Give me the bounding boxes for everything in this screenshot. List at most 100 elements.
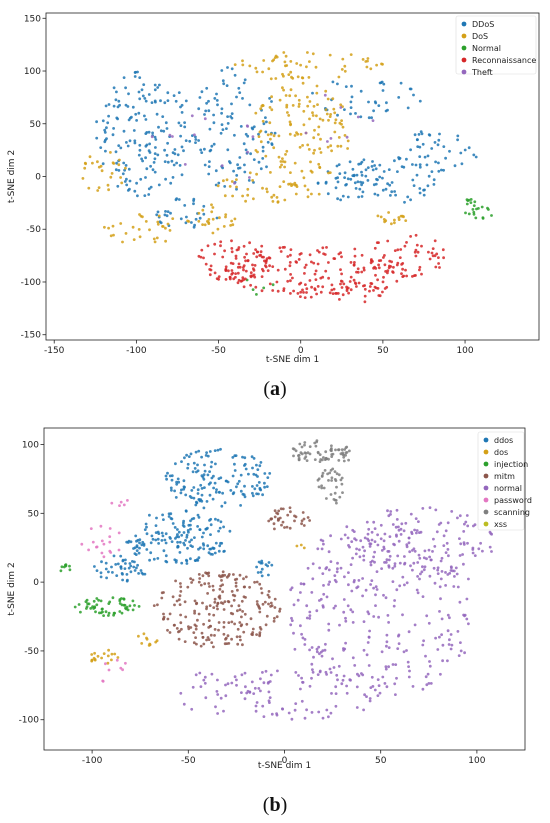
data-point <box>231 262 235 265</box>
data-point <box>143 97 147 100</box>
data-point <box>471 551 475 555</box>
data-point <box>244 269 248 273</box>
data-point <box>190 517 194 521</box>
data-point <box>407 665 410 668</box>
data-point <box>339 106 343 109</box>
data-point <box>226 115 230 118</box>
data-point <box>279 507 283 511</box>
data-point <box>405 274 408 278</box>
data-point <box>196 513 200 517</box>
data-point <box>133 141 137 145</box>
data-point <box>289 623 293 627</box>
data-point <box>302 524 306 527</box>
data-point <box>121 559 125 563</box>
data-point <box>308 684 312 688</box>
data-point <box>100 539 104 543</box>
data-point <box>257 135 261 139</box>
data-point <box>336 180 340 184</box>
caption-a-letter: a <box>270 378 280 400</box>
data-point <box>278 607 282 611</box>
data-point <box>68 568 72 572</box>
data-point <box>328 53 332 57</box>
data-point <box>166 617 170 621</box>
data-point <box>306 51 309 54</box>
data-point <box>332 107 336 111</box>
data-point <box>421 565 424 569</box>
data-point <box>247 472 250 476</box>
data-point <box>346 195 350 199</box>
data-point <box>421 142 425 146</box>
data-point <box>303 451 307 455</box>
data-point <box>187 625 190 628</box>
data-point <box>334 292 338 295</box>
data-point <box>379 523 383 527</box>
data-point <box>206 572 209 575</box>
data-point <box>450 510 454 513</box>
data-point <box>137 153 141 157</box>
data-point <box>381 188 385 192</box>
data-point <box>233 133 236 137</box>
data-point <box>235 485 238 489</box>
data-point <box>238 156 242 159</box>
data-point <box>261 186 264 190</box>
data-point <box>363 549 366 553</box>
data-point <box>222 225 226 228</box>
data-point <box>179 590 183 593</box>
data-point <box>259 129 263 133</box>
data-point <box>201 574 205 578</box>
data-point <box>387 211 390 214</box>
data-point <box>268 106 272 109</box>
data-point <box>338 121 342 125</box>
data-point <box>123 603 127 607</box>
y-tick-label: 0 <box>33 578 39 588</box>
data-point <box>178 164 182 167</box>
data-point <box>282 88 285 92</box>
data-point <box>122 76 126 79</box>
data-point <box>98 611 101 615</box>
data-point <box>211 206 215 209</box>
data-point <box>222 82 226 86</box>
data-point <box>119 176 122 179</box>
data-point <box>467 198 471 202</box>
data-point <box>219 541 222 545</box>
legend-marker <box>461 21 467 27</box>
data-point <box>251 485 254 488</box>
data-point <box>388 554 392 558</box>
data-point <box>280 163 283 167</box>
x-tick-label: -100 <box>82 756 103 766</box>
data-point <box>281 86 284 90</box>
data-point <box>180 145 184 149</box>
data-point <box>219 696 223 700</box>
data-point <box>209 633 213 637</box>
data-point <box>349 563 353 566</box>
data-point <box>152 604 156 607</box>
data-point <box>308 445 312 448</box>
data-point <box>469 198 473 201</box>
data-point <box>147 130 151 134</box>
data-point <box>135 566 138 570</box>
data-point <box>203 223 207 227</box>
data-point <box>363 287 367 291</box>
data-point <box>135 181 139 185</box>
data-point <box>283 165 286 169</box>
data-point <box>191 470 195 474</box>
data-point <box>413 133 417 137</box>
data-point <box>273 616 276 620</box>
data-point <box>343 575 346 579</box>
data-point <box>379 537 383 541</box>
data-point <box>153 83 157 87</box>
data-point <box>488 530 492 534</box>
data-point <box>413 250 417 254</box>
data-point <box>311 668 314 671</box>
x-tick-label: 50 <box>375 756 387 766</box>
data-point <box>188 139 192 143</box>
data-point <box>393 159 396 163</box>
data-point <box>206 636 210 639</box>
data-point <box>251 179 255 182</box>
data-point <box>372 289 375 292</box>
data-point <box>266 564 269 568</box>
data-point <box>224 637 227 641</box>
data-point <box>275 511 278 515</box>
data-point <box>179 582 182 585</box>
data-point <box>257 687 261 690</box>
